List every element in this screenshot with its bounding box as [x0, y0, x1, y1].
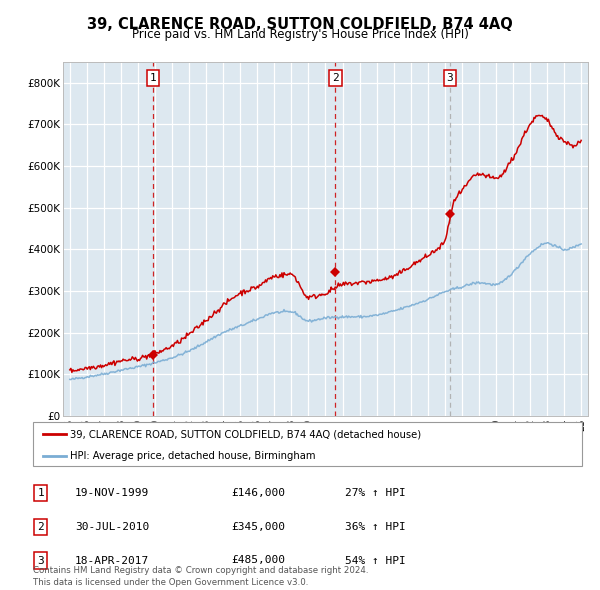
Text: £485,000: £485,000 — [231, 556, 285, 565]
Text: 39, CLARENCE ROAD, SUTTON COLDFIELD, B74 4AQ (detached house): 39, CLARENCE ROAD, SUTTON COLDFIELD, B74… — [70, 430, 421, 439]
Text: 3: 3 — [37, 556, 44, 565]
Text: £345,000: £345,000 — [231, 522, 285, 532]
Text: HPI: Average price, detached house, Birmingham: HPI: Average price, detached house, Birm… — [70, 451, 316, 461]
Text: 19-NOV-1999: 19-NOV-1999 — [75, 488, 149, 497]
Text: 2: 2 — [332, 73, 339, 83]
Text: 1: 1 — [150, 73, 157, 83]
Text: 3: 3 — [446, 73, 454, 83]
Text: 30-JUL-2010: 30-JUL-2010 — [75, 522, 149, 532]
Text: 18-APR-2017: 18-APR-2017 — [75, 556, 149, 565]
Text: 2: 2 — [37, 522, 44, 532]
Text: 27% ↑ HPI: 27% ↑ HPI — [345, 488, 406, 497]
Text: 39, CLARENCE ROAD, SUTTON COLDFIELD, B74 4AQ: 39, CLARENCE ROAD, SUTTON COLDFIELD, B74… — [87, 17, 513, 31]
Text: £146,000: £146,000 — [231, 488, 285, 497]
Text: 1: 1 — [37, 488, 44, 497]
Text: 36% ↑ HPI: 36% ↑ HPI — [345, 522, 406, 532]
Text: Contains HM Land Registry data © Crown copyright and database right 2024.
This d: Contains HM Land Registry data © Crown c… — [33, 566, 368, 587]
FancyBboxPatch shape — [33, 422, 582, 466]
Text: 54% ↑ HPI: 54% ↑ HPI — [345, 556, 406, 565]
Text: Price paid vs. HM Land Registry's House Price Index (HPI): Price paid vs. HM Land Registry's House … — [131, 28, 469, 41]
